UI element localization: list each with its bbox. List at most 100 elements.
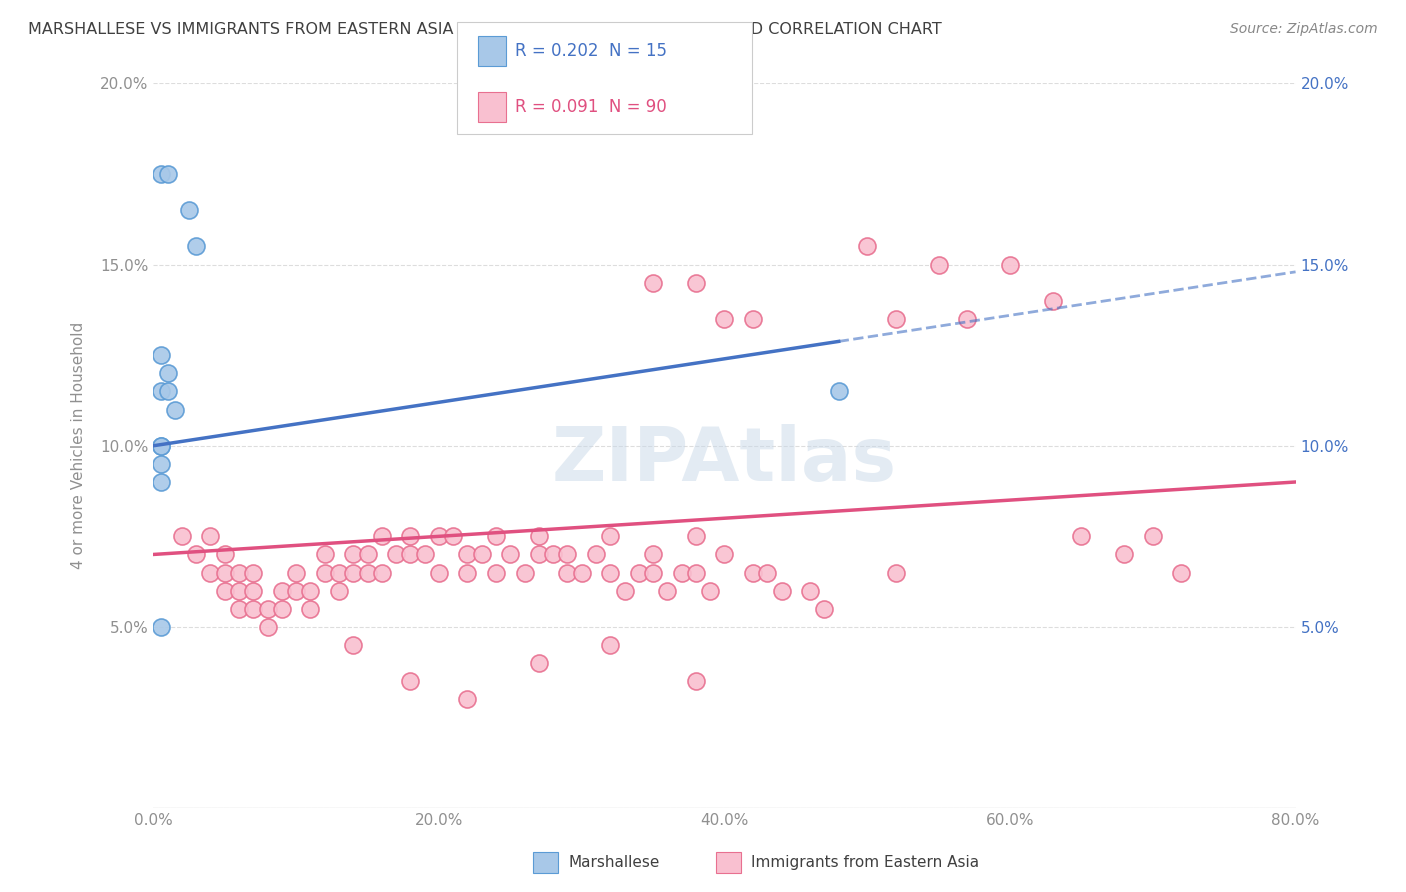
Point [884,566,907,580]
Point [657,583,679,598]
Point [214,548,236,562]
Point [200,529,222,543]
Point [149,167,172,181]
Point [214,583,236,598]
Point [813,602,835,616]
Point [441,529,464,543]
Point [571,566,593,580]
Point [328,566,350,580]
Point [770,583,793,598]
Point [149,384,172,399]
Point [177,203,200,218]
Point [541,548,564,562]
Point [585,548,607,562]
Point [613,583,636,598]
Point [427,529,450,543]
Point [928,258,950,272]
Point [856,239,879,253]
Text: Marshallese: Marshallese [568,855,659,870]
Point [685,529,707,543]
Point [314,566,336,580]
Point [228,583,250,598]
Point [456,692,478,706]
Point [299,602,322,616]
Point [471,548,494,562]
Point [270,602,292,616]
Point [170,529,193,543]
Point [156,366,179,380]
Point [149,620,172,634]
Point [299,583,322,598]
Point [713,548,735,562]
Point [200,566,222,580]
Point [998,258,1021,272]
Point [186,239,208,253]
Point [149,439,172,453]
Text: R = 0.091  N = 90: R = 0.091 N = 90 [515,98,666,116]
Point [328,583,350,598]
Point [828,384,851,399]
Point [1142,529,1164,543]
Point [314,548,336,562]
Point [456,566,478,580]
Point [256,620,278,634]
Point [149,457,172,471]
Point [256,602,278,616]
Point [149,439,172,453]
Point [499,548,522,562]
Text: ZIPAtlas: ZIPAtlas [553,424,897,497]
Point [342,638,364,652]
Point [1070,529,1092,543]
Point [685,674,707,689]
Y-axis label: 4 or more Vehicles in Household: 4 or more Vehicles in Household [72,322,86,569]
Point [599,566,621,580]
Point [641,276,664,290]
Point [527,656,550,670]
Point [685,276,707,290]
Point [242,602,264,616]
Point [685,566,707,580]
Point [699,583,721,598]
Point [285,583,308,598]
Point [713,312,735,326]
Point [186,548,208,562]
Point [456,548,478,562]
Point [485,529,508,543]
Point [742,312,765,326]
Point [599,529,621,543]
Text: Immigrants from Eastern Asia: Immigrants from Eastern Asia [751,855,979,870]
Point [156,384,179,399]
Point [884,312,907,326]
Point [1114,548,1136,562]
Point [228,602,250,616]
Point [371,529,394,543]
Point [399,674,422,689]
Point [641,566,664,580]
Point [756,566,779,580]
Point [156,167,179,181]
Point [385,548,408,562]
Point [641,548,664,562]
Point [557,566,579,580]
Point [599,638,621,652]
Point [149,348,172,362]
Point [163,402,186,417]
Text: Source: ZipAtlas.com: Source: ZipAtlas.com [1230,22,1378,37]
Point [285,566,308,580]
Point [485,566,508,580]
Point [513,566,536,580]
Point [799,583,821,598]
Point [413,548,436,562]
Point [356,548,378,562]
Point [214,566,236,580]
Point [342,548,364,562]
Point [627,566,650,580]
Point [742,566,765,580]
Point [527,529,550,543]
Point [228,566,250,580]
Point [342,566,364,580]
Point [671,566,693,580]
Point [956,312,979,326]
Point [427,566,450,580]
Point [399,548,422,562]
